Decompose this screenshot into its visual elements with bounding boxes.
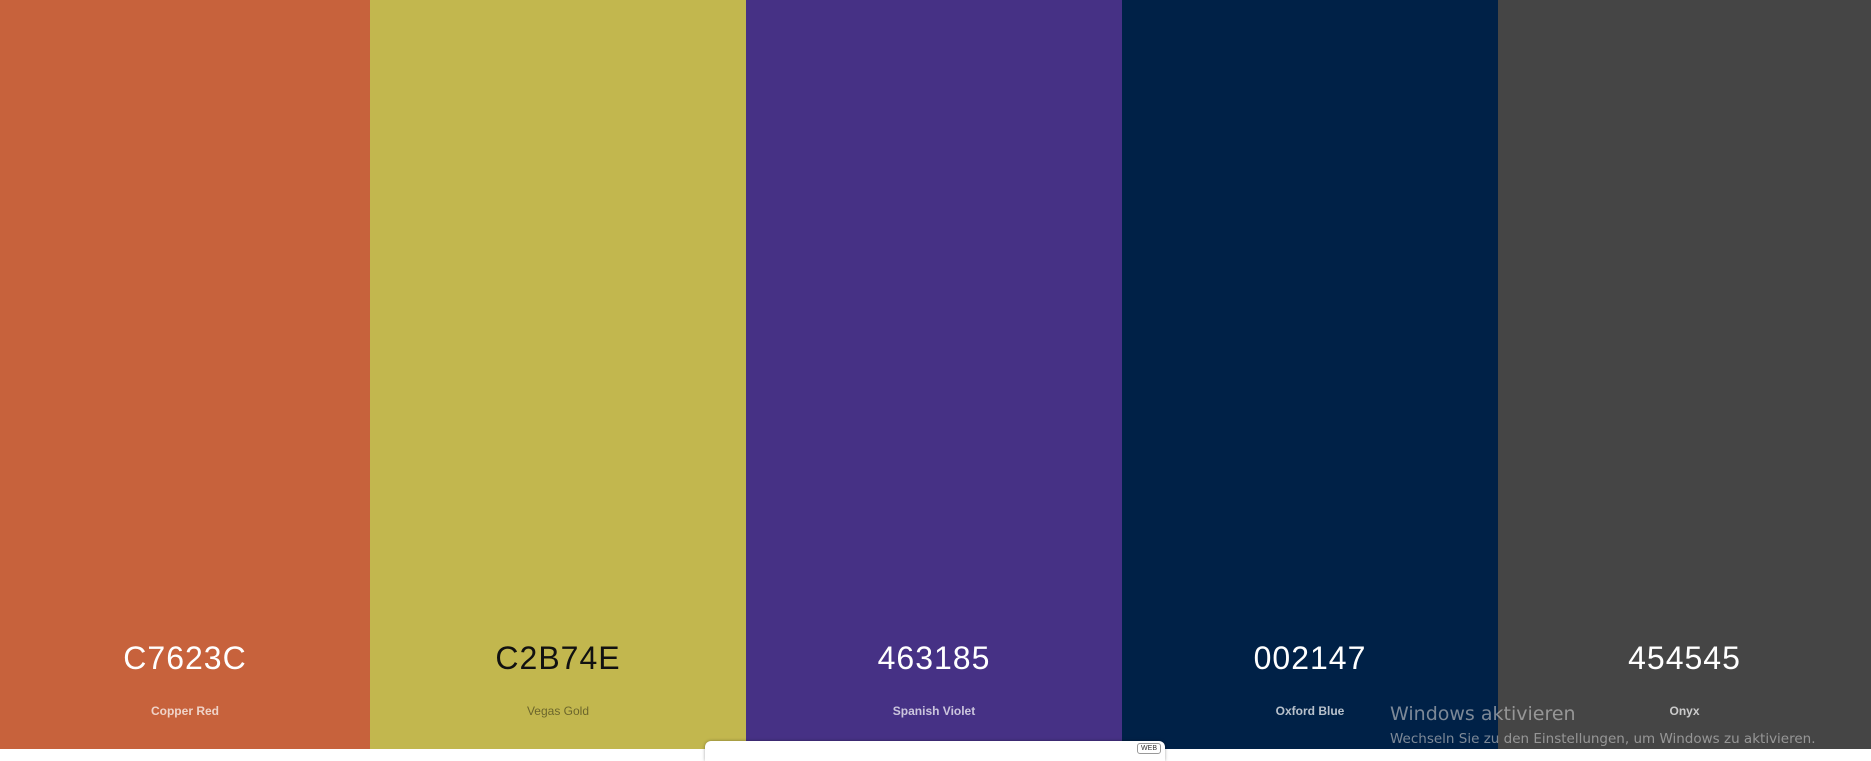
swatch-copper-red[interactable]: C7623C Copper Red	[0, 0, 370, 749]
color-name: Oxford Blue	[1275, 704, 1345, 718]
swatch-spanish-violet[interactable]: 463185 Spanish Violet	[746, 0, 1122, 749]
hex-code[interactable]: C2B74E	[495, 640, 621, 676]
swatch-oxford-blue[interactable]: 002147 Oxford Blue	[1122, 0, 1498, 749]
color-name: Copper Red	[150, 704, 219, 718]
color-name: Vegas Gold	[526, 704, 590, 718]
swatch-onyx[interactable]: 454545 Onyx	[1498, 0, 1871, 749]
hex-code[interactable]: 002147	[1253, 640, 1367, 676]
hex-code[interactable]: 454545	[1628, 640, 1741, 676]
color-name: Spanish Violet	[892, 704, 976, 718]
hex-code[interactable]: 463185	[877, 640, 991, 676]
bottom-toolbar-popup[interactable]: WEB	[705, 741, 1165, 761]
hex-code[interactable]: C7623C	[123, 640, 247, 676]
color-name: Onyx	[1669, 704, 1700, 718]
swatch-vegas-gold[interactable]: C2B74E Vegas Gold	[370, 0, 746, 749]
